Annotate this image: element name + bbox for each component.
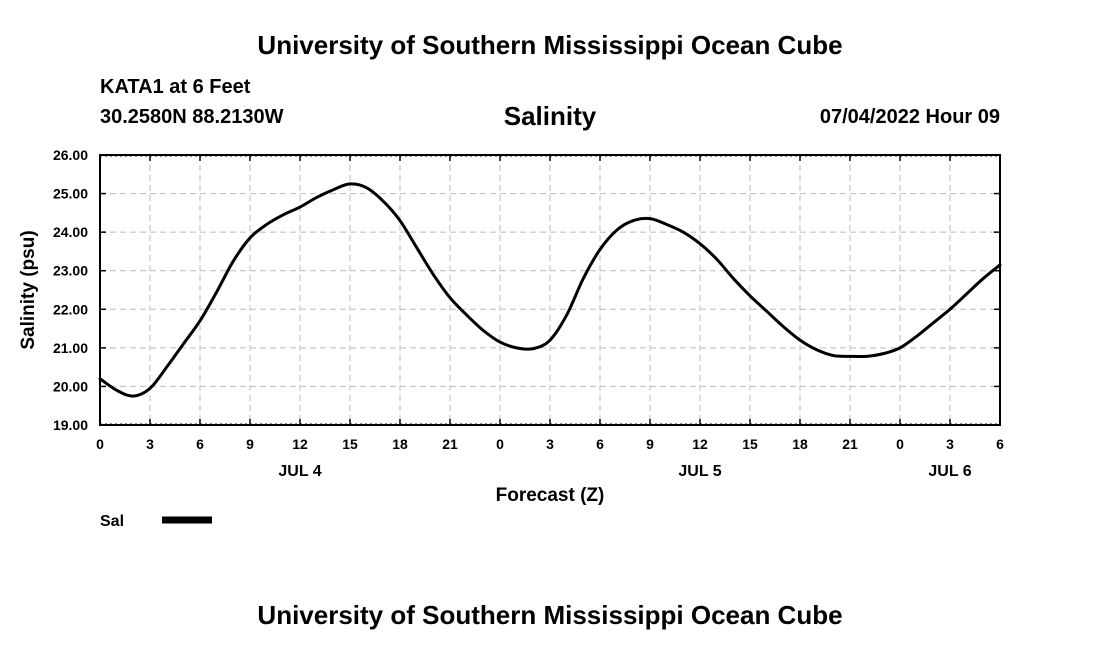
x-tick-label: 9 bbox=[246, 436, 254, 452]
x-tick-label: 18 bbox=[792, 436, 808, 452]
x-tick-label: 12 bbox=[692, 436, 708, 452]
y-tick-label: 26.00 bbox=[53, 147, 88, 163]
plot-frame bbox=[99, 154, 1001, 426]
tick-labels: 19.00 20.00 21.00 22.00 23.00 24.00 25.00 26.00… bbox=[53, 147, 1004, 480]
date-label: JUL 6 bbox=[928, 463, 971, 480]
y-tick-label: 21.00 bbox=[53, 340, 88, 356]
date-label: JUL 5 bbox=[678, 463, 721, 480]
y-axis-label: Salinity (psu) bbox=[18, 230, 39, 349]
y-tick-label: 24.00 bbox=[53, 224, 88, 240]
grid bbox=[100, 155, 1000, 425]
series-line-sal bbox=[98, 182, 1002, 398]
x-tick-label: 0 bbox=[96, 436, 104, 452]
x-tick-label: 6 bbox=[596, 436, 604, 452]
x-tick-label: 21 bbox=[442, 436, 458, 452]
x-tick-label: 6 bbox=[196, 436, 204, 452]
x-tick-label: 15 bbox=[742, 436, 758, 452]
station-label: KATA1 at 6 Feet bbox=[100, 76, 251, 98]
y-tick-label: 23.00 bbox=[53, 263, 88, 279]
y-tick-label: 19.00 bbox=[53, 417, 88, 433]
x-tick-label: 3 bbox=[546, 436, 554, 452]
station-coordinates: 30.2580N 88.2130W bbox=[100, 106, 284, 128]
forecast-datetime: 07/04/2022 Hour 09 bbox=[819, 106, 1000, 128]
x-tick-label: 21 bbox=[842, 436, 858, 452]
y-tick-label: 25.00 bbox=[53, 186, 88, 202]
y-tick-label: 20.00 bbox=[53, 378, 88, 394]
x-tick-label: 9 bbox=[646, 436, 654, 452]
x-tick-label: 3 bbox=[946, 436, 954, 452]
legend: Sal bbox=[100, 513, 212, 530]
x-tick-label: 3 bbox=[146, 436, 154, 452]
chart-title: Salinity bbox=[503, 101, 597, 131]
y-tick-label: 22.00 bbox=[53, 301, 88, 317]
x-tick-label: 0 bbox=[496, 436, 504, 452]
x-tick-label: 15 bbox=[342, 436, 358, 452]
x-tick-label: 0 bbox=[896, 436, 904, 452]
x-tick-label: 18 bbox=[392, 436, 408, 452]
x-axis-label: Forecast (Z) bbox=[496, 485, 605, 506]
footer-title: University of Southern Mississippi Ocean… bbox=[257, 600, 843, 630]
date-label: JUL 4 bbox=[278, 463, 321, 480]
x-tick-label: 6 bbox=[996, 436, 1004, 452]
x-tick-label: 12 bbox=[292, 436, 308, 452]
legend-label-sal: Sal bbox=[100, 513, 124, 530]
page-title: University of Southern Mississippi Ocean… bbox=[257, 30, 843, 60]
